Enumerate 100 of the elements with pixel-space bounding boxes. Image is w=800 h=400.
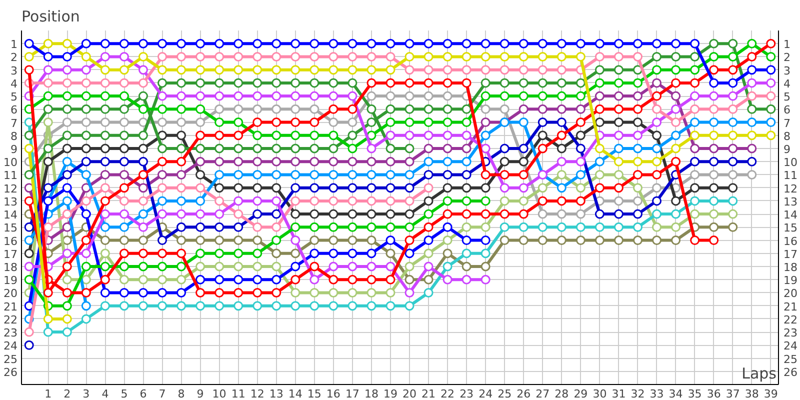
point: [556, 222, 566, 232]
point: [100, 38, 110, 48]
point: [138, 52, 148, 62]
point: [196, 118, 206, 128]
point: [348, 222, 358, 232]
point: [671, 209, 681, 219]
point: [366, 104, 376, 114]
point: [633, 170, 642, 180]
point: [424, 274, 434, 284]
point: [158, 248, 167, 258]
point: [138, 144, 148, 154]
point: [272, 196, 282, 206]
x-tick-label: 8: [178, 388, 185, 400]
point: [81, 52, 91, 62]
y-tick-label: 8: [10, 130, 18, 143]
point: [518, 118, 528, 128]
point: [424, 104, 434, 114]
point: [290, 183, 300, 193]
point: [614, 118, 624, 128]
point: [366, 301, 376, 311]
point: [310, 222, 320, 232]
point: [366, 183, 376, 193]
point: [556, 91, 566, 101]
point: [366, 65, 376, 75]
point: [386, 65, 396, 75]
y-tick-label: 17: [4, 248, 18, 261]
point: [328, 52, 338, 62]
point: [518, 222, 528, 232]
y2-tick-label: 13: [784, 195, 798, 208]
point: [633, 130, 642, 140]
point: [290, 222, 300, 232]
point: [366, 222, 376, 232]
x-tick-label: 2: [64, 388, 71, 400]
point: [442, 144, 452, 154]
point: [500, 38, 510, 48]
point: [252, 274, 262, 284]
x-tick-label: 12: [250, 388, 264, 400]
point: [424, 118, 434, 128]
point: [576, 222, 586, 232]
point: [518, 144, 528, 154]
point: [594, 209, 604, 219]
point: [62, 65, 72, 75]
point: [252, 248, 262, 258]
point: [709, 130, 719, 140]
point: [119, 118, 129, 128]
point: [328, 156, 338, 166]
point: [404, 301, 414, 311]
point: [62, 327, 72, 337]
point: [614, 65, 624, 75]
point: [652, 236, 662, 246]
point: [576, 91, 586, 101]
point: [348, 78, 358, 88]
y-tick-label: 2: [10, 51, 18, 64]
point: [690, 104, 700, 114]
point: [576, 170, 586, 180]
point: [366, 209, 376, 219]
point: [709, 183, 719, 193]
x-tick-label: 19: [383, 388, 398, 400]
y2-tick-label: 25: [784, 352, 798, 366]
point: [81, 78, 91, 88]
point: [272, 274, 282, 284]
point: [614, 144, 624, 154]
y2-tick-label: 12: [784, 182, 798, 196]
point: [671, 196, 681, 206]
point: [196, 65, 206, 75]
point: [328, 78, 338, 88]
point: [594, 156, 604, 166]
point: [500, 236, 510, 246]
x-tick-label: 29: [574, 388, 588, 400]
point: [366, 144, 376, 154]
point: [176, 170, 186, 180]
point: [214, 288, 224, 298]
point: [633, 118, 642, 128]
x-tick-label: 16: [326, 388, 340, 400]
x-tick-label: 21: [422, 388, 436, 400]
point: [404, 236, 414, 246]
point: [252, 222, 262, 232]
point: [404, 170, 414, 180]
point: [81, 156, 91, 166]
point: [290, 170, 300, 180]
point: [272, 288, 282, 298]
point: [196, 78, 206, 88]
point: [214, 209, 224, 219]
point: [633, 91, 642, 101]
point: [576, 156, 586, 166]
point: [24, 274, 34, 284]
point: [614, 196, 624, 206]
point: [119, 170, 129, 180]
point: [62, 38, 72, 48]
point: [100, 118, 110, 128]
y-tick-label: 10: [4, 156, 18, 170]
point: [196, 196, 206, 206]
point: [614, 78, 624, 88]
point: [462, 222, 472, 232]
point: [43, 288, 53, 298]
point: [480, 91, 490, 101]
point: [100, 144, 110, 154]
x-tick-label: 6: [140, 388, 147, 400]
point: [158, 156, 167, 166]
y-tick-label: 18: [4, 261, 18, 274]
